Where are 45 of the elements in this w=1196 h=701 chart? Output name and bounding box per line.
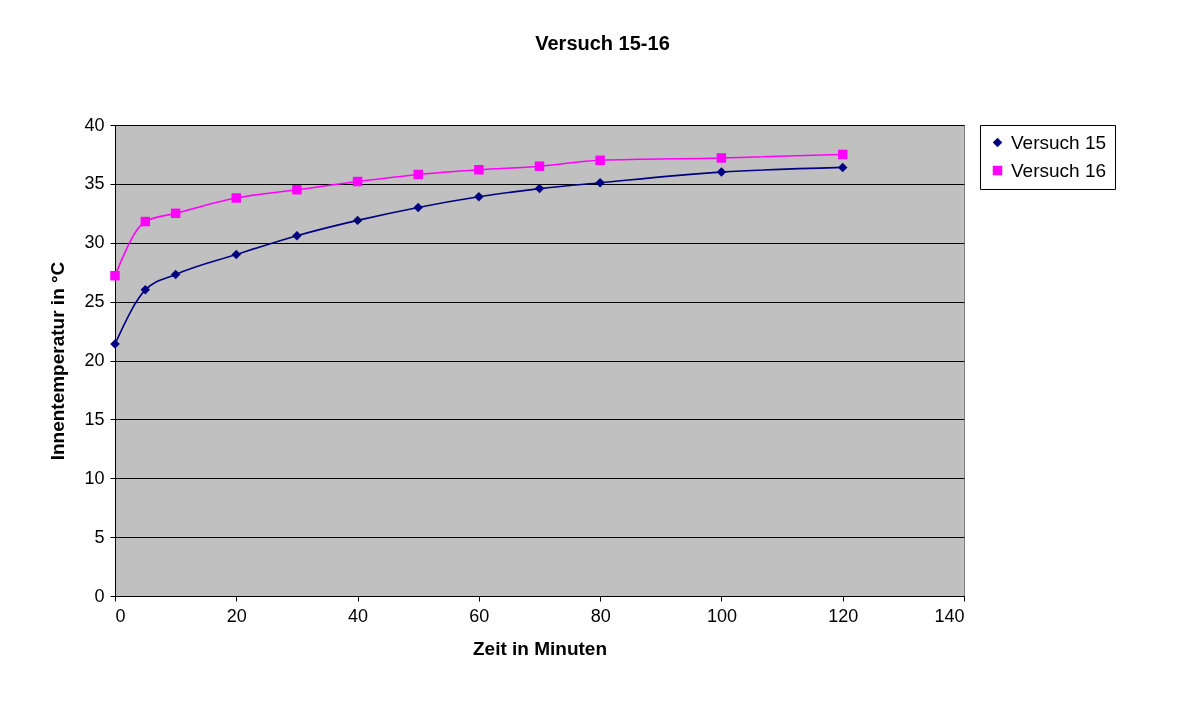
point [474, 192, 484, 202]
point [292, 185, 302, 195]
point [170, 269, 181, 280]
point [595, 177, 605, 188]
point [292, 230, 302, 241]
y-tick-label: 0 [94, 585, 105, 606]
point [837, 149, 848, 160]
point [716, 167, 727, 177]
x-tick-label: 20 [226, 605, 247, 626]
y-tick-label: 15 [84, 408, 105, 429]
point [352, 215, 363, 226]
y-tick-label: 30 [84, 232, 105, 253]
point [231, 249, 242, 260]
legend-label: Versuch 15 [1011, 131, 1107, 153]
point [534, 161, 545, 171]
y-tick-label: 40 [84, 114, 105, 135]
point [170, 208, 181, 219]
x-tick-label: 140 [934, 605, 965, 626]
x-tick-label: 0 [115, 605, 126, 626]
x-axis-title: Zeit in Minuten [472, 637, 608, 659]
chart-title: Versuch 15-16 [535, 32, 670, 54]
point [534, 183, 545, 194]
x-tick-label: 40 [348, 605, 369, 626]
point [413, 169, 423, 180]
point [413, 202, 423, 213]
point [837, 162, 848, 173]
x-tick-label: 120 [828, 605, 859, 626]
y-tick-label: 35 [84, 173, 105, 194]
y-tick-label: 10 [84, 467, 105, 488]
y-tick-label: 20 [84, 350, 105, 370]
point [352, 176, 363, 187]
y-tick-label: 25 [84, 291, 105, 312]
point [716, 153, 727, 163]
point [231, 193, 242, 203]
y-axis-title: Innentemperatur in °C [47, 261, 69, 461]
point [140, 216, 151, 227]
x-tick-label: 100 [706, 605, 737, 626]
point [110, 270, 120, 281]
point [595, 155, 605, 166]
legend-label: Versuch 16 [1011, 159, 1107, 181]
y-tick-label: 5 [94, 526, 105, 547]
point [474, 165, 484, 175]
x-tick-label: 80 [590, 605, 611, 626]
point [140, 285, 151, 295]
x-tick-label: 60 [469, 605, 490, 626]
